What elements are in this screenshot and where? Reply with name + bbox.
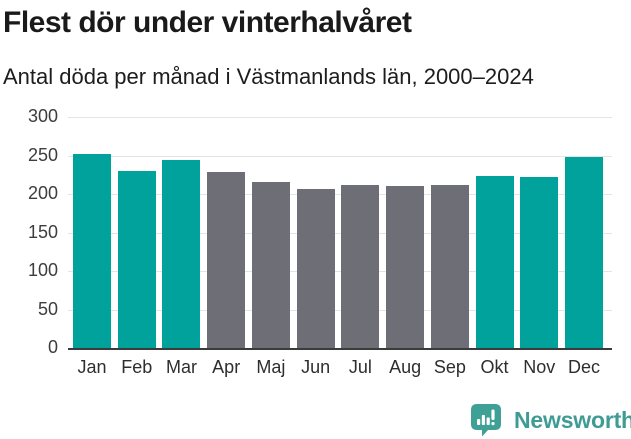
x-axis-tick-label-jan: Jan (77, 357, 107, 377)
y-axis-tick-label-50: 50 (37, 298, 58, 319)
x-axis-tick-label-jul: Jul (348, 357, 372, 377)
bar-jan (73, 153, 111, 348)
x-axis-tick-label-sep: Sep (433, 357, 466, 377)
bar-sep (430, 184, 469, 348)
bar-jul (341, 184, 380, 348)
bar-aug (386, 185, 425, 348)
newsworthy-bar-chart-bubble-icon (471, 404, 501, 437)
x-axis-tick-label-mar: Mar (165, 357, 197, 377)
bar-mar (162, 160, 201, 348)
bar-nov (520, 177, 559, 348)
chart-subtitle: Antal döda per månad i Västmanlands län,… (3, 64, 534, 89)
gridline-y250 (68, 155, 612, 157)
x-axis-tick-label-jun: Jun (301, 357, 331, 377)
x-axis-tick-label-okt: Okt (480, 357, 509, 377)
newsworthy-logo[interactable]: Newsworthy (471, 404, 631, 437)
bar-feb (117, 170, 156, 348)
x-axis-tick-label-maj: Maj (256, 357, 286, 377)
x-axis-tick-label-nov: Nov (523, 357, 556, 377)
y-axis-tick-label-0: 0 (47, 337, 58, 357)
chart-title: Flest dör under vinterhalvåret (3, 6, 412, 39)
gridline-y300 (68, 117, 612, 118)
x-axis-tick-label-dec: Dec (568, 357, 601, 377)
x-axis-tick-label-aug: Aug (389, 357, 422, 377)
x-axis-tick-label-apr: Apr (212, 357, 241, 377)
gridline-y50 (68, 309, 612, 311)
newsworthy-wordmark: Newsworthy (514, 407, 631, 433)
plot-area: 0 50 100 150 200 250 300 Jan Feb Mar Apr Maj Jun Jul A… (28, 106, 612, 377)
gridline-y150 (68, 232, 612, 234)
bar-okt (475, 175, 514, 348)
bar-jun (296, 188, 335, 348)
y-axis-tick-label-100: 100 (27, 260, 58, 280)
y-axis-tick-label-150: 150 (27, 221, 58, 242)
y-axis-tick-label-250: 250 (27, 144, 58, 165)
y-axis-tick-label-300: 300 (27, 106, 58, 126)
bar-maj (251, 182, 290, 348)
bar-dec (565, 157, 604, 348)
gridline-y200 (68, 194, 612, 195)
x-axis-tick-label-feb: Feb (121, 357, 153, 377)
y-axis-tick-label-200: 200 (27, 183, 58, 203)
gridline-y100 (68, 271, 612, 272)
bar-apr (207, 172, 246, 348)
